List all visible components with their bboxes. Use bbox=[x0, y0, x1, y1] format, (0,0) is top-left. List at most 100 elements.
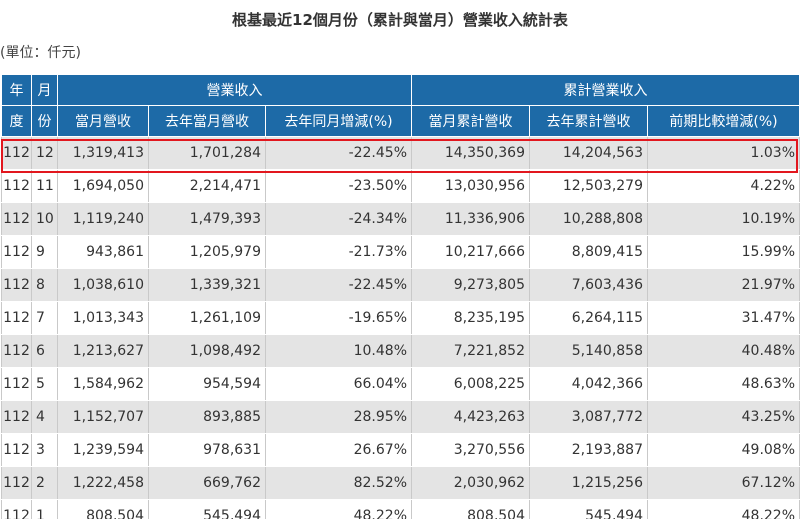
cell-cumulative-revenue: 7,221,852 bbox=[411, 334, 530, 368]
col-header-year-bottom: 度 bbox=[1, 105, 32, 137]
cell-last-year-cumulative: 7,603,436 bbox=[529, 268, 648, 302]
cell-month: 9 bbox=[31, 235, 58, 269]
header-row-bottom: 度 份 當月營收 去年當月營收 去年同月增減(%) 當月累計營收 去年累計營收 … bbox=[1, 105, 800, 137]
cell-last-year-cumulative: 2,193,887 bbox=[529, 433, 648, 467]
cell-cumulative-revenue: 10,217,666 bbox=[411, 235, 530, 269]
group-header-monthly: 營業收入 bbox=[57, 75, 412, 106]
cell-last-year-cumulative: 1,215,256 bbox=[529, 466, 648, 500]
cell-cumulative-revenue: 4,423,263 bbox=[411, 400, 530, 434]
col-header-cumulative-revenue: 當月累計營收 bbox=[411, 105, 530, 137]
col-header-year-top: 年 bbox=[1, 75, 32, 106]
cell-cumulative-change: 67.12% bbox=[646, 466, 800, 500]
cell-last-year-cumulative: 10,288,808 bbox=[529, 202, 648, 236]
cell-cumulative-change: 48.22% bbox=[646, 499, 800, 519]
cell-year: 112 bbox=[1, 268, 32, 302]
table-row: 112 9 943,861 1,205,979 -21.73% 10,217,666 8,8… bbox=[1, 235, 800, 269]
table-row: 112 12 1,319,413 1,701,284 -22.45% 14,350,369… bbox=[1, 136, 800, 170]
cell-last-year-revenue: 1,261,109 bbox=[148, 301, 266, 335]
cell-last-year-revenue: 954,594 bbox=[148, 367, 266, 401]
cell-cumulative-revenue: 11,336,906 bbox=[411, 202, 530, 236]
cell-yoy-change: -19.65% bbox=[265, 301, 412, 335]
cell-cumulative-revenue: 2,030,962 bbox=[411, 466, 530, 500]
cell-yoy-change: -24.34% bbox=[265, 202, 412, 236]
cell-month: 7 bbox=[31, 301, 58, 335]
cell-last-year-revenue: 1,205,979 bbox=[148, 235, 266, 269]
col-header-yoy-change: 去年同月增減(%) bbox=[265, 105, 412, 137]
cell-cumulative-revenue: 8,235,195 bbox=[411, 301, 530, 335]
cell-cumulative-change: 10.19% bbox=[646, 202, 800, 236]
cell-last-year-cumulative: 4,042,366 bbox=[529, 367, 648, 401]
cell-cumulative-change: 43.25% bbox=[646, 400, 800, 434]
cell-last-year-revenue: 1,098,492 bbox=[148, 334, 266, 368]
cell-current-revenue: 1,038,610 bbox=[57, 268, 149, 302]
cell-current-revenue: 1,694,050 bbox=[57, 169, 149, 203]
cell-cumulative-revenue: 808,504 bbox=[411, 499, 530, 519]
cell-cumulative-revenue: 3,270,556 bbox=[411, 433, 530, 467]
cell-year: 112 bbox=[1, 202, 32, 236]
col-header-current-revenue: 當月營收 bbox=[57, 105, 149, 137]
col-header-month-bottom: 份 bbox=[31, 105, 58, 137]
cell-year: 112 bbox=[1, 499, 32, 519]
table-row: 112 1 808,504 545,494 48.22% 808,504 545,494 48… bbox=[1, 499, 800, 519]
cell-yoy-change: -21.73% bbox=[265, 235, 412, 269]
cell-month: 10 bbox=[31, 202, 58, 236]
unit-note: (單位：仟元) bbox=[0, 45, 81, 61]
cell-current-revenue: 1,213,627 bbox=[57, 334, 149, 368]
cell-current-revenue: 1,222,458 bbox=[57, 466, 149, 500]
cell-cumulative-revenue: 14,350,369 bbox=[411, 136, 530, 170]
col-header-month-top: 月 bbox=[31, 75, 58, 106]
cell-yoy-change: -22.45% bbox=[265, 136, 412, 170]
cell-cumulative-change: 49.08% bbox=[646, 433, 800, 467]
col-header-cumulative-change: 前期比較增減(%) bbox=[646, 105, 800, 137]
table-row: 112 6 1,213,627 1,098,492 10.48% 7,221,852 5,1… bbox=[1, 334, 800, 368]
header-row-top: 年 月 營業收入 累計營業收入 bbox=[1, 75, 800, 106]
cell-month: 6 bbox=[31, 334, 58, 368]
cell-current-revenue: 1,013,343 bbox=[57, 301, 149, 335]
cell-month: 4 bbox=[31, 400, 58, 434]
cell-month: 3 bbox=[31, 433, 58, 467]
cell-cumulative-change: 31.47% bbox=[646, 301, 800, 335]
cell-last-year-revenue: 1,479,393 bbox=[148, 202, 266, 236]
cell-last-year-cumulative: 8,809,415 bbox=[529, 235, 648, 269]
cell-month: 8 bbox=[31, 268, 58, 302]
cell-year: 112 bbox=[1, 136, 32, 170]
table-row: 112 11 1,694,050 2,214,471 -23.50% 13,030,956… bbox=[1, 169, 800, 203]
table-row: 112 4 1,152,707 893,885 28.95% 4,423,263 3,087… bbox=[1, 400, 800, 434]
page-title: 根基最近12個月份（累計與當月）營業收入統計表 bbox=[232, 11, 568, 29]
table-row: 112 10 1,119,240 1,479,393 -24.34% 11,336,906… bbox=[1, 202, 800, 236]
cell-cumulative-change: 21.97% bbox=[646, 268, 800, 302]
cell-last-year-revenue: 893,885 bbox=[148, 400, 266, 434]
cell-month: 5 bbox=[31, 367, 58, 401]
cell-year: 112 bbox=[1, 334, 32, 368]
cell-year: 112 bbox=[1, 301, 32, 335]
table-row: 112 7 1,013,343 1,261,109 -19.65% 8,235,195 6,… bbox=[1, 301, 800, 335]
cell-last-year-cumulative: 14,204,563 bbox=[529, 136, 648, 170]
table-row: 112 8 1,038,610 1,339,321 -22.45% 9,273,805 7,… bbox=[1, 268, 800, 302]
cell-month: 12 bbox=[31, 136, 58, 170]
table-body: 112 12 1,319,413 1,701,284 -22.45% 14,350,369… bbox=[1, 136, 800, 519]
cell-last-year-revenue: 1,339,321 bbox=[148, 268, 266, 302]
cell-yoy-change: 28.95% bbox=[265, 400, 412, 434]
cell-cumulative-revenue: 13,030,956 bbox=[411, 169, 530, 203]
cell-current-revenue: 1,119,240 bbox=[57, 202, 149, 236]
table-row: 112 5 1,584,962 954,594 66.04% 6,008,225 4,042… bbox=[1, 367, 800, 401]
cell-year: 112 bbox=[1, 433, 32, 467]
cell-year: 112 bbox=[1, 400, 32, 434]
cell-yoy-change: -23.50% bbox=[265, 169, 412, 203]
cell-last-year-revenue: 1,701,284 bbox=[148, 136, 266, 170]
group-header-cumulative: 累計營業收入 bbox=[410, 75, 800, 106]
cell-cumulative-change: 15.99% bbox=[646, 235, 800, 269]
cell-year: 112 bbox=[1, 169, 32, 203]
cell-yoy-change: 10.48% bbox=[265, 334, 412, 368]
cell-yoy-change: -22.45% bbox=[265, 268, 412, 302]
table-row: 112 3 1,239,594 978,631 26.67% 3,270,556 2,193… bbox=[1, 433, 800, 467]
cell-yoy-change: 82.52% bbox=[265, 466, 412, 500]
cell-last-year-revenue: 669,762 bbox=[148, 466, 266, 500]
cell-current-revenue: 1,319,413 bbox=[57, 136, 149, 170]
cell-cumulative-change: 4.22% bbox=[646, 169, 800, 203]
col-header-last-year-revenue: 去年當月營收 bbox=[148, 105, 266, 137]
cell-year: 112 bbox=[1, 235, 32, 269]
cell-month: 1 bbox=[31, 499, 58, 519]
table-row: 112 2 1,222,458 669,762 82.52% 2,030,962 1,215… bbox=[1, 466, 800, 500]
